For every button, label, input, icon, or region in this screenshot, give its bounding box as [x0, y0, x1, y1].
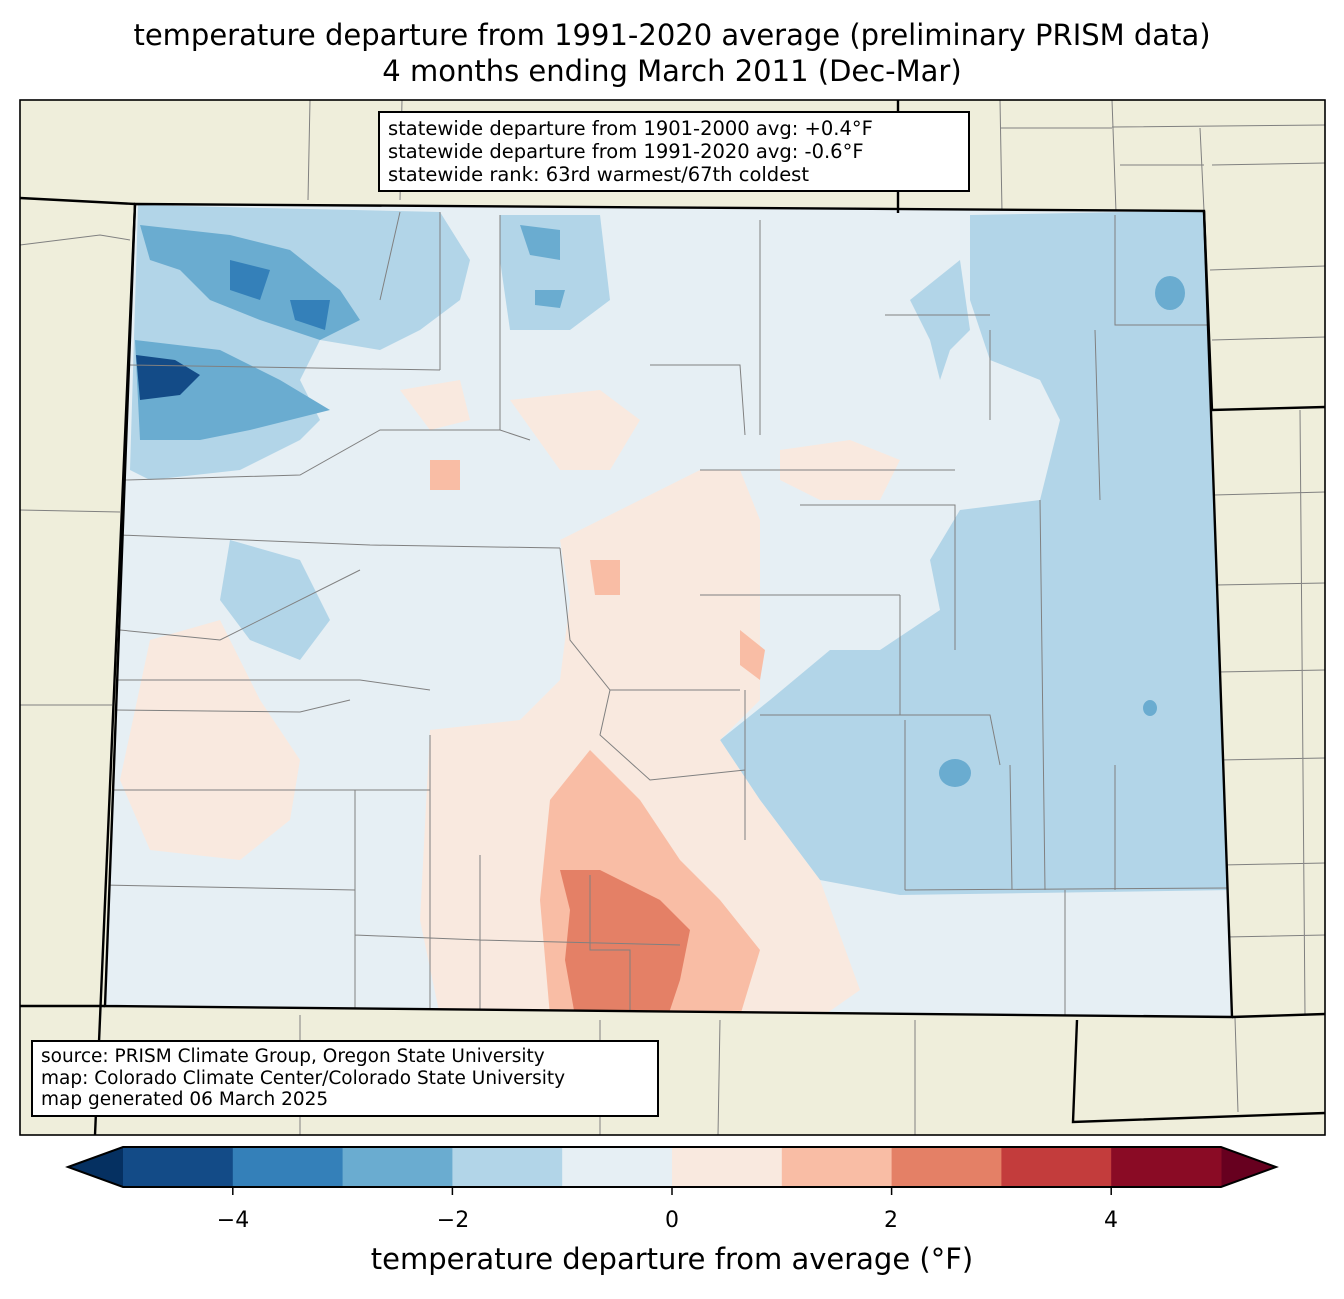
colorbar-under-arrow	[68, 1147, 123, 1187]
colorbar-bin	[891, 1147, 1002, 1187]
neighbor-county-lines	[19, 99, 1326, 1136]
map-credit-line: map: Colorado Climate Center/Colorado St…	[41, 1067, 566, 1089]
colorbar-outline	[65, 1146, 1279, 1188]
colorbar-bin	[1111, 1147, 1222, 1187]
colorbar-bin	[672, 1147, 783, 1187]
colorbar-bin	[452, 1147, 563, 1187]
map-frame	[19, 99, 1326, 1136]
colorbar-bin	[781, 1147, 893, 1187]
generated-date-line: map generated 06 March 2025	[41, 1089, 329, 1110]
state-borders	[19, 100, 1326, 1136]
colorbar-label: temperature departure from average (°F)	[370, 1242, 974, 1276]
departure-1991-2020: statewide departure from 1991-2020 avg: …	[388, 140, 864, 163]
colorbar-bin	[342, 1147, 453, 1187]
departure-1901-2000: statewide departure from 1901-2000 avg: …	[388, 117, 873, 140]
colorbar	[65, 1146, 1279, 1195]
source-box: source: PRISM Climate Group, Oregon Stat…	[31, 1040, 659, 1117]
colorbar-bin	[232, 1147, 344, 1187]
statewide-rank: statewide rank: 63rd warmest/67th coldes…	[388, 163, 809, 186]
county-lines	[105, 211, 1231, 1016]
source-line: source: PRISM Climate Group, Oregon Stat…	[41, 1046, 545, 1067]
colorbar-bin	[1001, 1147, 1112, 1187]
statewide-stats-box: statewide departure from 1901-2000 avg: …	[378, 111, 970, 192]
temperature-departure-field	[105, 204, 1232, 1017]
colorbar-over-arrow	[1221, 1147, 1276, 1187]
colorbar-tick-label: 4	[1104, 1208, 1118, 1233]
map-title: temperature departure from 1991-2020 ave…	[133, 18, 1211, 52]
colorbar-tick-label: −4	[216, 1208, 250, 1233]
colorbar-tick-label: 2	[884, 1208, 898, 1233]
colorbar-tick-label: −2	[436, 1208, 470, 1233]
colorbar-bin	[562, 1147, 673, 1187]
colorbar-bin	[123, 1147, 234, 1187]
colorbar-tick-label: 0	[665, 1208, 679, 1233]
map-subtitle: 4 months ending March 2011 (Dec-Mar)	[382, 54, 962, 88]
